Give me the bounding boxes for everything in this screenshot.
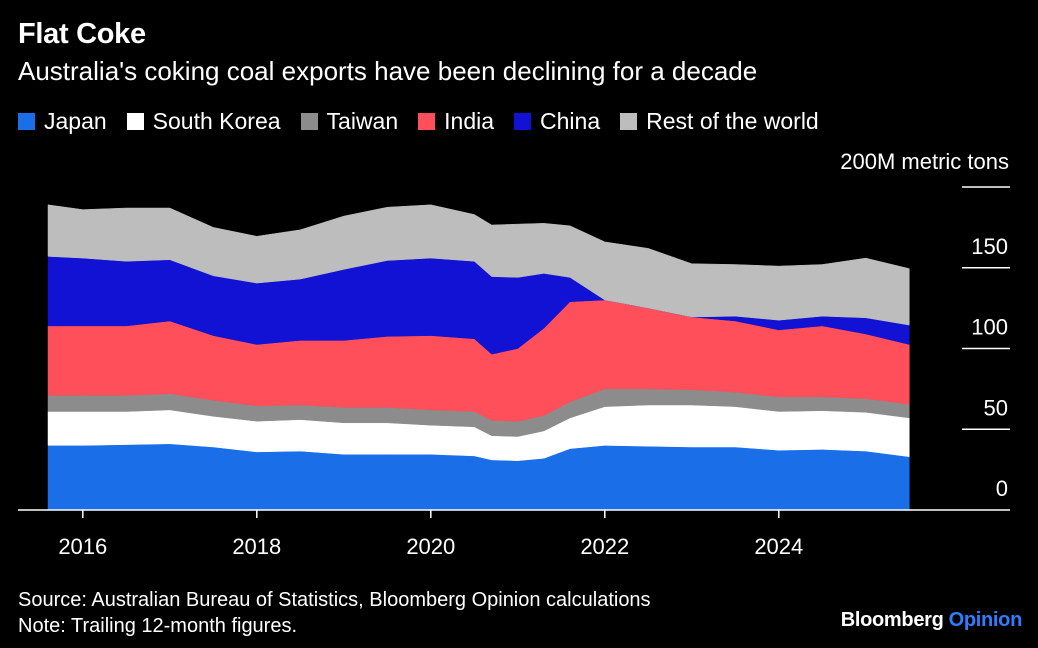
legend-item: Japan xyxy=(18,108,107,135)
y-tick-label: 100 xyxy=(971,315,1008,340)
methodology-note: Note: Trailing 12-month figures. xyxy=(18,615,298,637)
legend-label: South Korea xyxy=(152,108,281,134)
source-note: Source: Australian Bureau of Statistics,… xyxy=(18,589,651,611)
legend-swatch xyxy=(418,113,436,130)
legend-item: South Korea xyxy=(126,108,281,135)
bloomberg-opinion-logo: Bloomberg Opinion xyxy=(840,609,1023,632)
legend-swatch xyxy=(514,113,532,130)
brand-suffix: Opinion xyxy=(948,609,1023,631)
y-tick-label: 150 xyxy=(971,234,1008,259)
legend-item: China xyxy=(514,108,600,135)
legend-label: China xyxy=(540,108,601,134)
legend: Japan South Korea Taiwan India China Rest of … xyxy=(18,108,839,135)
y-tick-label: 50 xyxy=(984,395,1008,420)
x-tick-label: 2024 xyxy=(754,534,803,559)
legend-label: Rest of the world xyxy=(646,108,819,134)
chart-title: Flat Coke xyxy=(18,18,146,50)
y-axis-unit-label: 200M metric tons xyxy=(840,149,1009,174)
brand-name: Bloomberg xyxy=(840,609,944,631)
chart-subtitle: Australia's coking coal exports have bee… xyxy=(18,56,758,86)
legend-label: India xyxy=(444,108,495,134)
legend-swatch xyxy=(620,113,638,130)
legend-label: Japan xyxy=(44,108,107,134)
legend-item: Taiwan xyxy=(300,108,399,135)
x-tick-label: 2020 xyxy=(406,534,455,559)
x-tick-label: 2022 xyxy=(580,534,629,559)
legend-swatch xyxy=(126,113,144,130)
y-tick-label: 0 xyxy=(996,476,1008,501)
chart-footer: Source: Australian Bureau of Statistics,… xyxy=(18,587,651,639)
legend-swatch xyxy=(300,113,318,130)
x-tick-label: 2018 xyxy=(232,534,281,559)
legend-item: India xyxy=(418,108,494,135)
x-tick-label: 2016 xyxy=(58,534,107,559)
area-rest-of-the-world xyxy=(47,204,910,326)
legend-swatch xyxy=(18,113,35,130)
legend-label: Taiwan xyxy=(326,108,399,134)
legend-item: Rest of the world xyxy=(620,108,819,135)
